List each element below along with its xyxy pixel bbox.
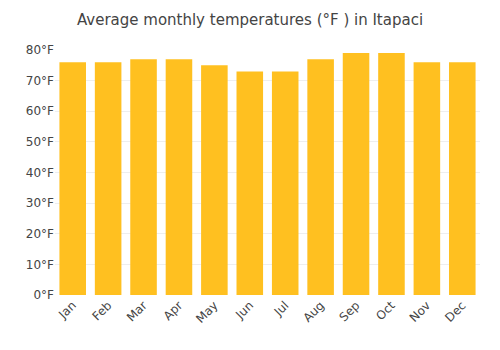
svg-text:10°F: 10°F <box>26 258 54 272</box>
svg-text:Nov: Nov <box>407 298 433 324</box>
svg-text:Apr: Apr <box>161 298 186 323</box>
svg-text:50°F: 50°F <box>26 135 54 149</box>
svg-text:Sep: Sep <box>337 298 363 324</box>
svg-text:0°F: 0°F <box>33 288 54 302</box>
svg-text:80°F: 80°F <box>26 43 54 57</box>
svg-text:Jan: Jan <box>55 298 79 322</box>
svg-text:Average monthly temperatures (: Average monthly temperatures (°F ) in It… <box>77 11 423 29</box>
svg-text:Jun: Jun <box>232 298 256 322</box>
svg-text:30°F: 30°F <box>26 196 54 210</box>
svg-text:Mar: Mar <box>124 298 150 324</box>
svg-text:Dec: Dec <box>442 298 468 324</box>
svg-text:Aug: Aug <box>301 298 327 324</box>
svg-text:40°F: 40°F <box>26 166 54 180</box>
svg-text:Jul: Jul <box>271 298 292 319</box>
svg-text:60°F: 60°F <box>26 104 54 118</box>
svg-text:Oct: Oct <box>373 298 398 323</box>
svg-text:May: May <box>193 298 220 325</box>
svg-text:20°F: 20°F <box>26 227 54 241</box>
svg-text:Feb: Feb <box>90 298 115 323</box>
svg-text:70°F: 70°F <box>26 74 54 88</box>
